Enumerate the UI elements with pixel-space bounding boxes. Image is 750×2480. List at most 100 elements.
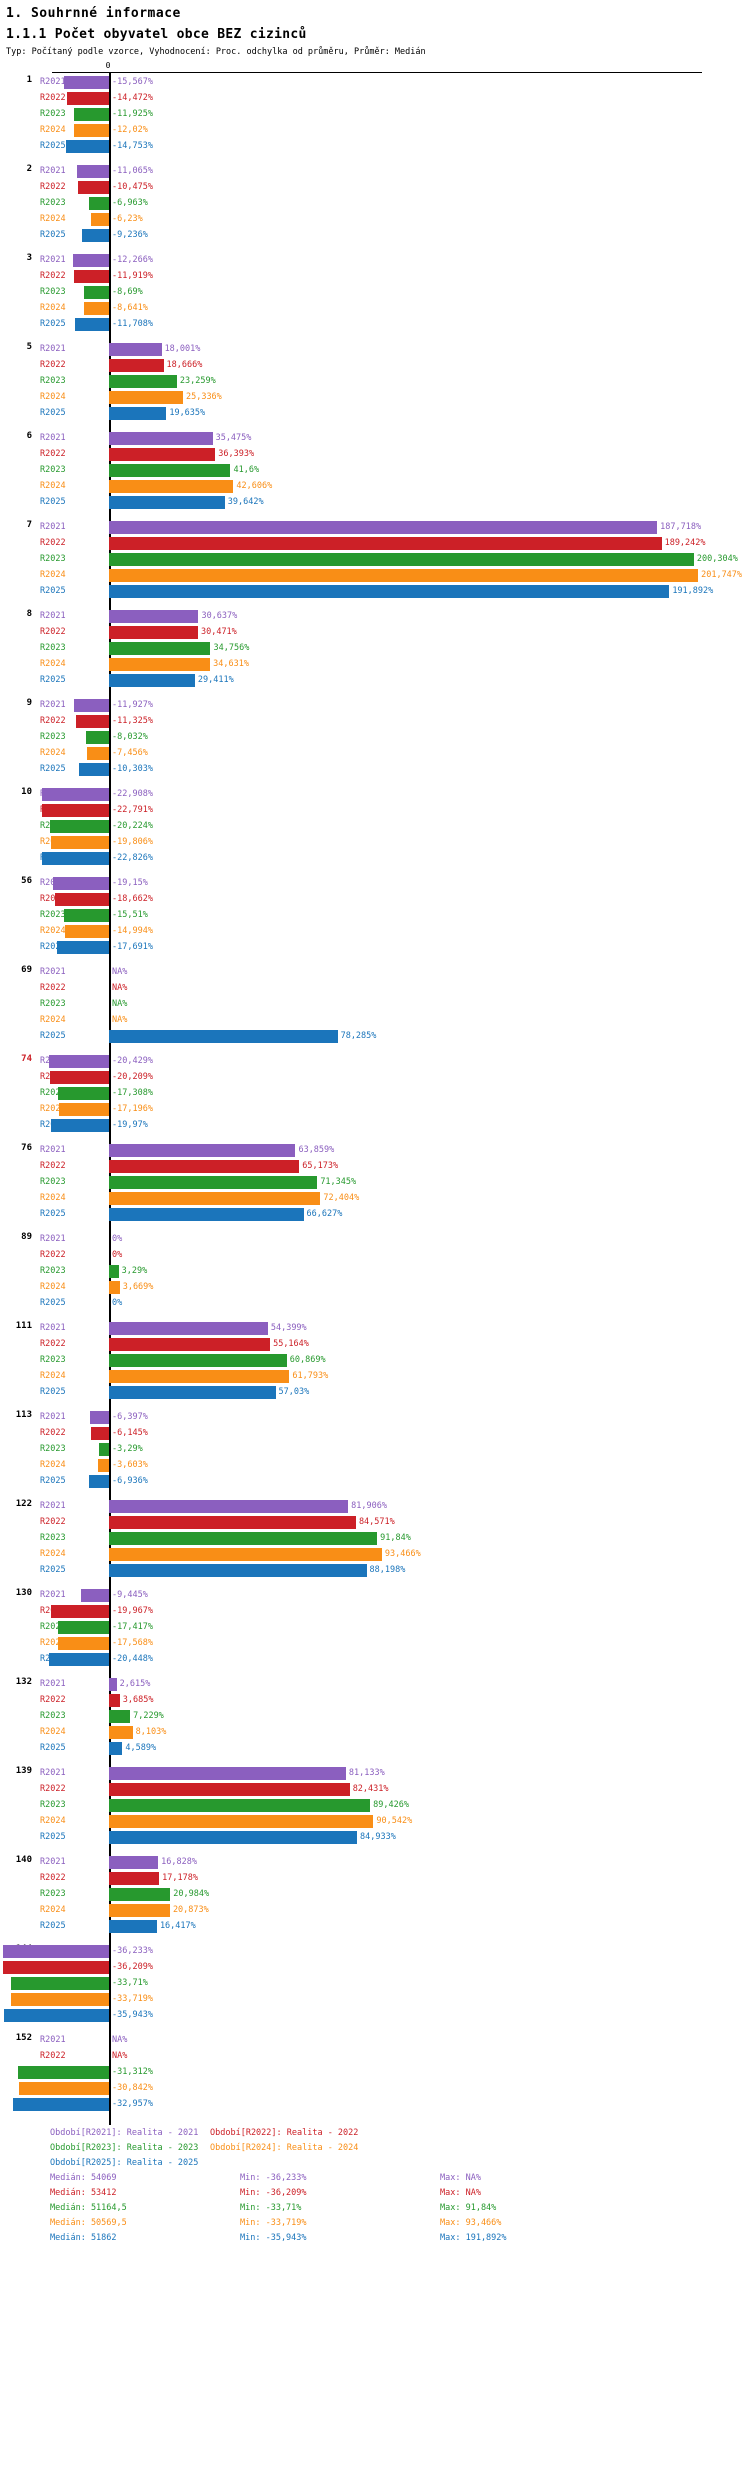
value-label: 30,471% [200,627,237,637]
bar [109,1191,321,1205]
chart-group: 130 R2021 -9,445% R2022-19,967% R2023 -17,417… [0,1587,750,1667]
series-label: R2025 [40,1031,66,1041]
value-label: 84,571% [358,1517,395,1527]
legend-item[interactable]: Období[R2021]: Realita - 2021 [50,2128,199,2138]
series-label: R2024 [40,1905,66,1915]
series-label: R2021 [40,878,66,888]
bar [18,2081,109,2095]
chart-row: R2023-20,224% [0,818,750,834]
bar [109,374,177,388]
series-label: R2023 [40,1711,66,1721]
value-label: -20,448% [112,1654,153,1664]
value-label: -9,445% [112,1590,148,1600]
series-label: R2022 [40,894,66,904]
bar-area: -11,708% [0,316,750,332]
bar [109,1677,117,1691]
value-label: -10,475% [112,182,153,192]
chart-row: R2022 189,242% [0,535,750,551]
bar [10,1976,109,1990]
bar [109,342,162,356]
bar-area: 55,164% [0,1336,750,1352]
value-label: NA% [112,983,128,993]
value-label: 36,393% [218,449,255,459]
bar [50,1604,109,1618]
bar-area: 20,873% [0,1902,750,1918]
bar-area: 18,001% [0,341,750,357]
chart-row: R2022-19,967% [0,1603,750,1619]
value-label: 19,635% [169,408,206,418]
bar [10,1992,109,2006]
value-label: -11,925% [112,109,153,119]
bar-area: 0% [0,1247,750,1263]
bar-area: -12,02% [0,122,750,138]
bar-area: -19,97% [0,1117,750,1133]
bar [109,1385,276,1399]
chart-row: R2024 72,404% [0,1190,750,1206]
bar [17,2065,109,2079]
value-label: 3,669% [122,1282,154,1292]
bar [91,1426,109,1440]
chart-row: R2023 34,756% [0,640,750,656]
legend-item[interactable]: Období[R2024]: Realita - 2024 [210,2143,359,2153]
value-label: 54,399% [270,1323,307,1333]
series-label: R2022 [40,1784,66,1794]
series-label: R2024 [40,748,66,758]
chart-row: R2024 20,873% [0,1902,750,1918]
series-label: R2021 [40,1857,66,1867]
chart-row: R2025 -14,753% [0,138,750,154]
series-label: R2024 [40,1727,66,1737]
value-label: -33,71% [112,1978,148,1988]
value-label: -6,963% [112,198,148,208]
chart-row: R2022 NA% [0,2048,750,2064]
chart-row: R2023 71,345% [0,1174,750,1190]
chart-row: R2025 -9,236% [0,227,750,243]
value-label: 55,164% [273,1339,309,1349]
bar-area: 57,03% [0,1384,750,1400]
series-label: R2025 [40,764,66,774]
bar-area: -19,967% [0,1603,750,1619]
legend-item[interactable]: Období[R2023]: Realita - 2023 [50,2143,199,2153]
series-label: R2022 [40,716,66,726]
series-label: R2024 [40,1193,66,1203]
stat-median: Medián: 51164,5 [50,2203,127,2213]
bar-area: 3,669% [0,1279,750,1295]
legend-item[interactable]: Období[R2022]: Realita - 2022 [210,2128,359,2138]
bar [73,253,109,267]
value-label: -19,806% [112,837,153,847]
value-label: 18,001% [164,344,201,354]
chart-row: R2021 18,001% [0,341,750,357]
chart-row: R2024 25,336% [0,389,750,405]
series-label: R2025 [40,319,66,329]
bar-area: -18,662% [0,891,750,907]
value-label: -3,29% [112,1444,143,1454]
bar [74,107,109,121]
bar-area: -7,456% [0,745,750,761]
chart-row: R2021-22,908% [0,786,750,802]
value-label: 20,873% [172,1905,209,1915]
series-label: R2025 [40,497,66,507]
bar-area: 3,685% [0,1692,750,1708]
group-label: 3 [26,253,32,263]
bar [109,1499,349,1513]
stat-max: Max: 93,466% [440,2218,502,2228]
chart-row: R2023 60,869% [0,1352,750,1368]
bar [109,1887,171,1901]
chart-row: R2022 -11,919% [0,268,750,284]
bar [109,1207,304,1221]
bar-area: -11,925% [0,106,750,122]
bar-area: -35,943% [0,2007,750,2023]
chart-row: R2021 81,133% [0,1765,750,1781]
legend-item[interactable]: Období[R2025]: Realita - 2025 [50,2158,199,2168]
series-label: R2025 [40,141,66,151]
value-label: -17,196% [112,1104,153,1114]
chart-row: R2022 -6,145% [0,1425,750,1441]
chart-row: R2025 29,411% [0,672,750,688]
stat-median: Medián: 54069 [50,2173,117,2183]
chart-row: R2024 -12,02% [0,122,750,138]
bar-area: -12,266% [0,252,750,268]
value-label: -17,417% [112,1622,153,1632]
chart-row: R2024 -3,603% [0,1457,750,1473]
bar [51,835,109,849]
value-label: 41,6% [233,465,260,475]
series-label: R2024 [40,481,66,491]
